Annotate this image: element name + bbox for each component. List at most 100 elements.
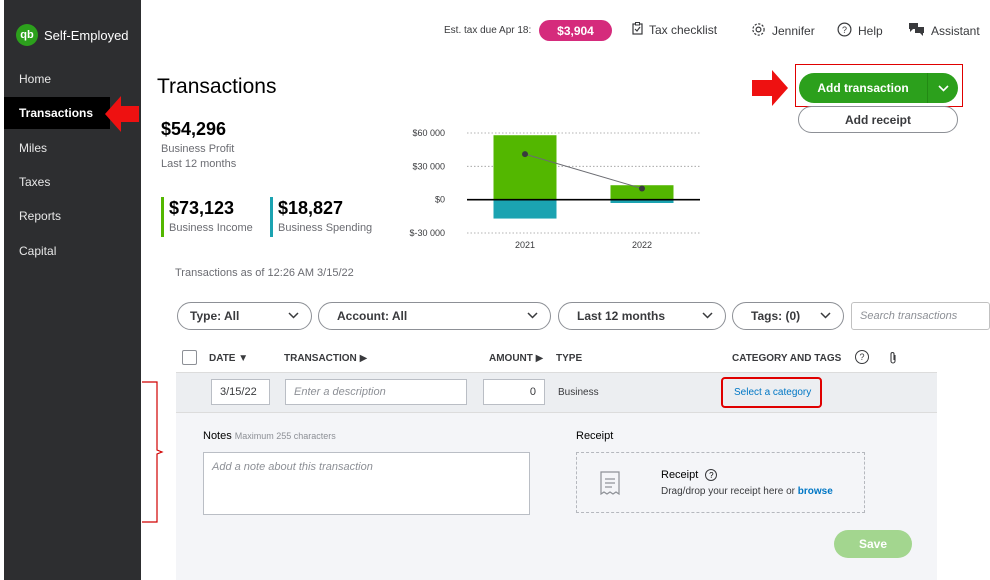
select-category-link[interactable]: Select a category	[734, 387, 812, 398]
period-filter[interactable]: Last 12 months	[558, 302, 726, 330]
browse-link[interactable]: browse	[797, 486, 833, 497]
income-bar	[610, 185, 674, 200]
chevron-down-icon	[527, 310, 538, 322]
select-all-checkbox[interactable]	[182, 350, 197, 365]
add-transaction-label: Add transaction	[817, 81, 909, 95]
receipt-title-text: Receipt	[661, 469, 699, 481]
y-tick-label: $-30 000	[409, 228, 445, 238]
help-label: Help	[858, 24, 883, 38]
income-bar	[493, 135, 557, 200]
annotation-bracket	[142, 381, 164, 523]
sidebar-item-taxes[interactable]: Taxes	[19, 175, 51, 189]
amount-column-header[interactable]: AMOUNT ▶	[489, 353, 543, 364]
x-tick-label: 2022	[632, 240, 652, 250]
sidebar: qb Self-Employed Home Transactions Miles…	[4, 0, 141, 580]
receipt-help-text: Drag/drop your receipt here or	[661, 486, 795, 497]
question-circle-icon[interactable]: ?	[705, 469, 718, 482]
notes-textarea[interactable]: Add a note about this transaction	[203, 452, 530, 515]
category-column-header[interactable]: CATEGORY AND TAGS	[732, 353, 842, 364]
add-transaction-button[interactable]: Add transaction	[799, 73, 958, 103]
app-name: Self-Employed	[44, 27, 129, 43]
sort-down-icon: ▼	[238, 353, 249, 364]
y-tick-label: $30 000	[412, 161, 445, 171]
profit-point	[522, 151, 528, 158]
clipboard-check-icon	[632, 22, 643, 38]
annotation-highlight-category	[721, 377, 822, 408]
paperclip-icon[interactable]	[888, 351, 898, 370]
tax-checklist-button[interactable]: Tax checklist	[632, 22, 717, 38]
svg-text:?: ?	[842, 25, 847, 35]
transaction-column-header[interactable]: TRANSACTION ▶	[284, 353, 367, 364]
profit-point	[639, 185, 645, 192]
date-header-label: DATE	[209, 353, 236, 364]
notes-label: Notes Maximum 255 characters	[203, 430, 336, 442]
sort-right-icon: ▶	[359, 353, 368, 364]
annotation-arrow-left	[105, 96, 139, 132]
date-field[interactable]: 3/15/22	[211, 379, 270, 405]
qb-logo-icon: qb	[16, 24, 38, 46]
app-logo[interactable]: qb Self-Employed	[16, 24, 129, 46]
business-income-value: $73,123	[169, 198, 235, 218]
profit-line	[524, 153, 643, 190]
button-divider	[927, 73, 928, 103]
profit-chart: $60 000 $30 000 $0 $-30 000 2021 2022	[409, 128, 700, 250]
user-menu-button[interactable]: Jennifer	[751, 22, 815, 40]
transaction-type[interactable]: Business	[558, 387, 599, 398]
chevron-down-icon[interactable]	[928, 81, 958, 95]
period-filter-label: Last 12 months	[577, 309, 666, 323]
user-name: Jennifer	[772, 24, 815, 38]
date-column-header[interactable]: DATE ▼	[209, 353, 248, 364]
sidebar-item-transactions[interactable]: Transactions	[4, 97, 110, 129]
business-profit-value: $54,296	[161, 119, 227, 139]
type-filter-label: Type: All	[190, 309, 240, 323]
page-title: Transactions	[157, 75, 277, 98]
notes-max-hint: Maximum 255 characters	[234, 431, 336, 441]
tags-filter-label: Tags: (0)	[751, 309, 801, 323]
tags-filter[interactable]: Tags: (0)	[732, 302, 844, 330]
add-receipt-button[interactable]: Add receipt	[798, 106, 958, 133]
account-filter-label: Account: All	[337, 309, 408, 323]
annotation-arrow-right	[752, 70, 788, 106]
business-spending-value: $18,827	[278, 198, 344, 218]
gear-icon	[751, 22, 766, 40]
assistant-button[interactable]: Assistant	[908, 22, 980, 39]
description-input[interactable]: Enter a description	[285, 379, 467, 405]
business-profit-label: Business Profit	[161, 143, 235, 155]
income-marker	[161, 197, 164, 237]
save-button[interactable]: Save	[834, 530, 912, 558]
type-filter[interactable]: Type: All	[177, 302, 312, 330]
y-tick-label: $0	[435, 195, 445, 205]
est-tax-badge[interactable]: $3,904	[539, 20, 612, 41]
help-button[interactable]: ? Help	[837, 22, 883, 40]
receipt-label: Receipt	[576, 430, 614, 442]
type-column-header[interactable]: TYPE	[556, 353, 583, 364]
sidebar-item-capital[interactable]: Capital	[19, 244, 57, 258]
notes-label-text: Notes	[203, 430, 232, 442]
chevron-down-icon	[820, 310, 831, 322]
assistant-label: Assistant	[931, 23, 980, 38]
receipt-dropzone[interactable]: Receipt ? Drag/drop your receipt here or…	[576, 452, 865, 513]
sidebar-item-home[interactable]: Home	[19, 72, 52, 86]
spending-bar	[610, 199, 674, 203]
question-circle-icon[interactable]: ?	[855, 350, 869, 364]
business-income-label: Business Income	[169, 222, 253, 234]
account-filter[interactable]: Account: All	[318, 302, 551, 330]
x-tick-label: 2021	[515, 240, 535, 250]
sidebar-item-miles[interactable]: Miles	[19, 141, 48, 155]
sidebar-item-reports[interactable]: Reports	[19, 209, 62, 223]
receipt-icon	[599, 471, 621, 500]
tax-checklist-label: Tax checklist	[649, 23, 718, 37]
spending-marker	[270, 197, 273, 237]
transaction-header-label: TRANSACTION	[284, 353, 357, 364]
transactions-as-of: Transactions as of 12:26 AM 3/15/22	[175, 267, 354, 279]
amount-input[interactable]: 0	[483, 379, 545, 405]
business-spending-label: Business Spending	[278, 222, 373, 234]
chat-bubbles-icon	[908, 22, 925, 39]
search-input[interactable]: Search transactions	[851, 302, 990, 330]
chevron-down-icon	[702, 310, 713, 322]
spending-bar	[493, 199, 557, 219]
top-bar: Est. tax due Apr 18: $3,904 Tax checklis…	[141, 0, 990, 60]
question-circle-icon: ?	[837, 22, 852, 40]
y-tick-label: $60 000	[412, 128, 445, 138]
est-tax-label: Est. tax due Apr 18:	[444, 25, 532, 36]
